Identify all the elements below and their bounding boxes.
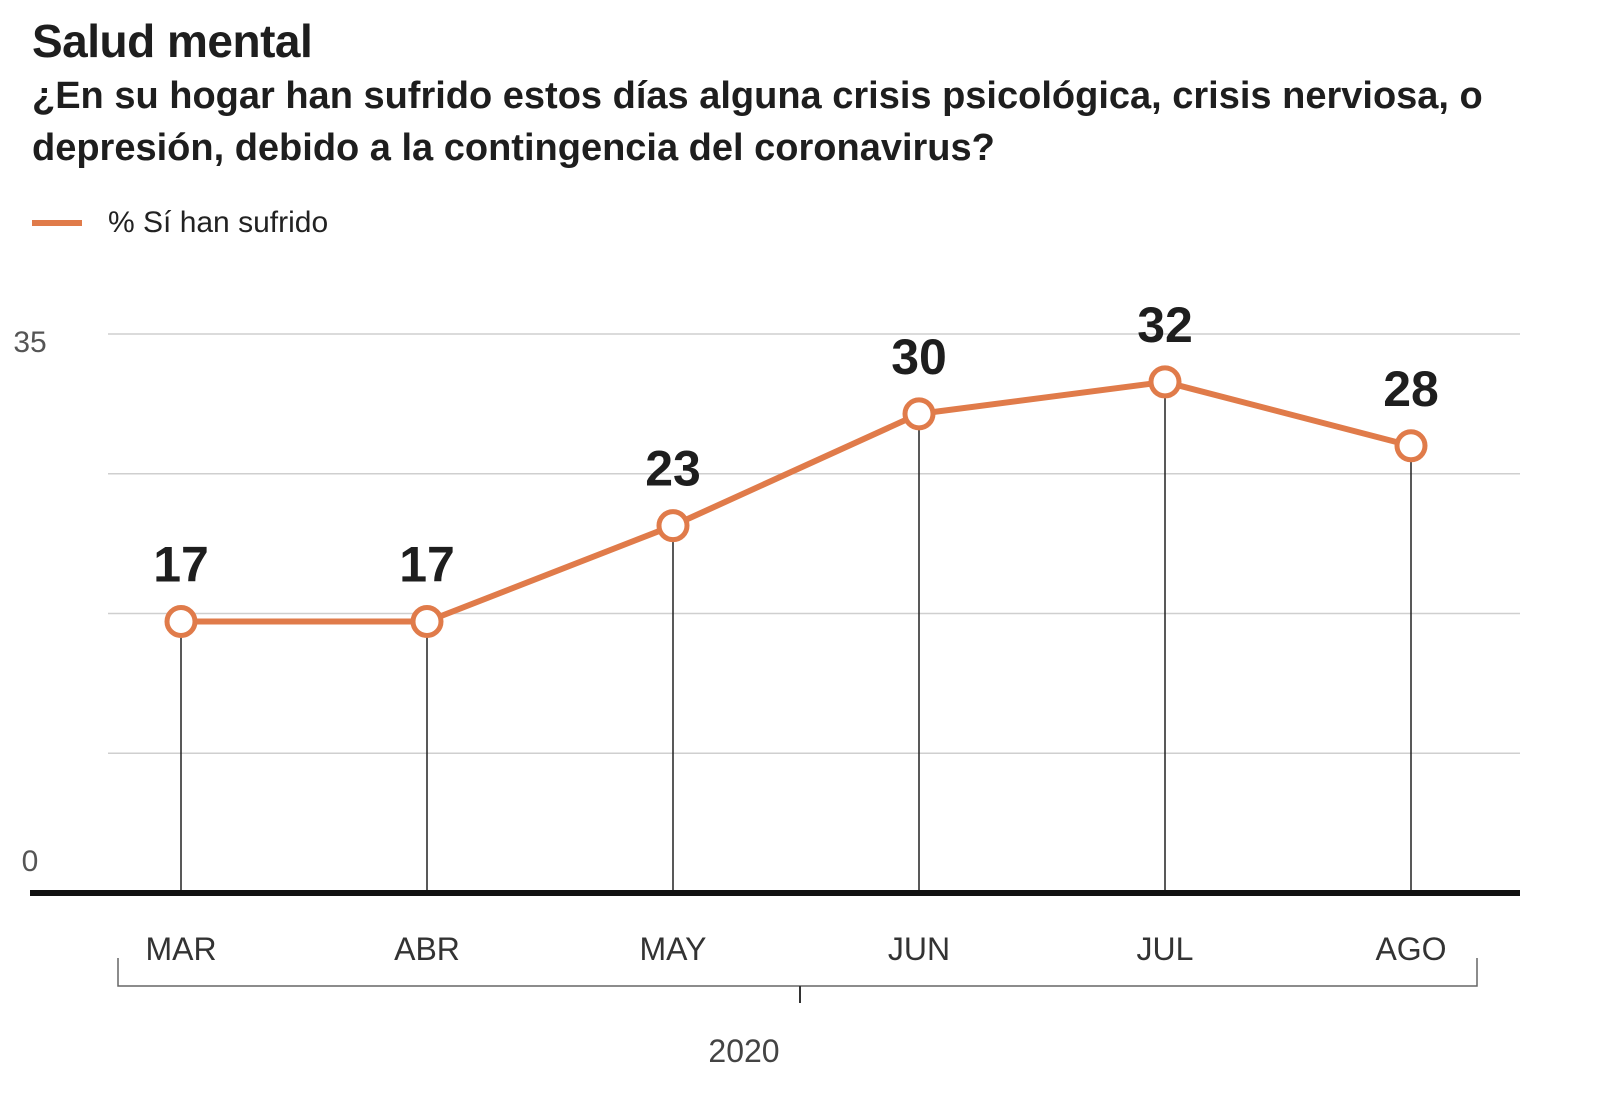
bracket-line xyxy=(117,958,1478,987)
x-tick-label: JUL xyxy=(1137,931,1194,967)
data-point xyxy=(1394,429,1428,463)
data-point xyxy=(902,397,936,431)
data-point xyxy=(1148,365,1182,399)
y-tick-label: 0 xyxy=(22,845,39,878)
x-tick-label: MAR xyxy=(145,931,216,967)
data-point xyxy=(164,604,198,638)
legend-swatch xyxy=(32,220,82,226)
y-axis-ticks: 0 35 xyxy=(13,326,46,878)
x-tick-label: MAY xyxy=(640,931,707,967)
x-tick-label: ABR xyxy=(394,931,460,967)
data-point xyxy=(410,604,444,638)
legend: % Sí han sufrido xyxy=(32,206,328,240)
data-label: 17 xyxy=(153,536,209,592)
legend-label: % Sí han sufrido xyxy=(108,206,329,239)
period-bracket: 2020 xyxy=(117,958,1478,1069)
series-line xyxy=(181,378,1412,625)
chart-subtitle: ¿En su hogar han sufrido estos días algu… xyxy=(32,75,1483,169)
x-tick-label: AGO xyxy=(1375,931,1446,967)
data-points xyxy=(164,365,1428,638)
y-tick-label: 35 xyxy=(13,326,46,359)
data-label: 28 xyxy=(1383,361,1439,417)
data-label: 23 xyxy=(645,441,701,497)
gridlines xyxy=(108,333,1520,754)
x-axis-ticks: MAR ABR MAY JUN JUL AGO xyxy=(145,931,1446,967)
data-label: 32 xyxy=(1137,297,1193,353)
chart-title: Salud mental xyxy=(32,15,313,67)
data-label: 17 xyxy=(399,536,455,592)
drop-lines xyxy=(180,381,1412,890)
period-label: 2020 xyxy=(708,1033,779,1069)
x-tick-label: JUN xyxy=(888,931,950,967)
data-label: 30 xyxy=(891,329,947,385)
data-point xyxy=(656,509,690,543)
data-labels: 17 17 23 30 32 28 xyxy=(153,297,1439,593)
